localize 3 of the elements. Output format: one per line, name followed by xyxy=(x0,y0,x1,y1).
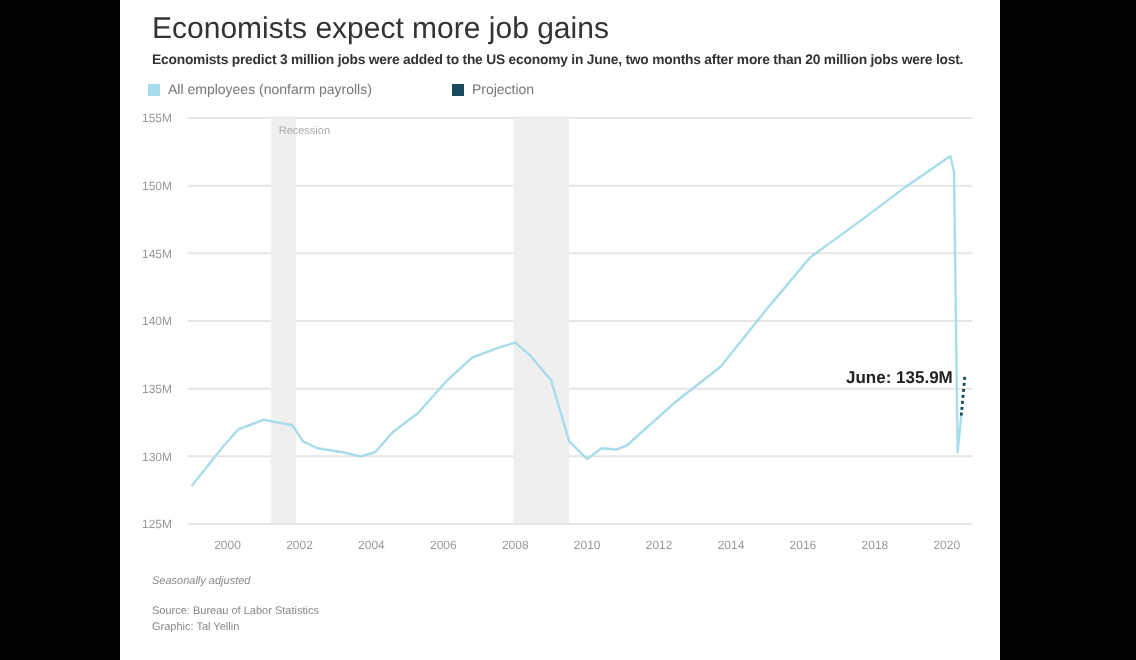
line-series xyxy=(190,154,963,488)
chart-title: Economists expect more job gains xyxy=(152,12,609,46)
annotation: June: 135.9M xyxy=(846,366,953,387)
